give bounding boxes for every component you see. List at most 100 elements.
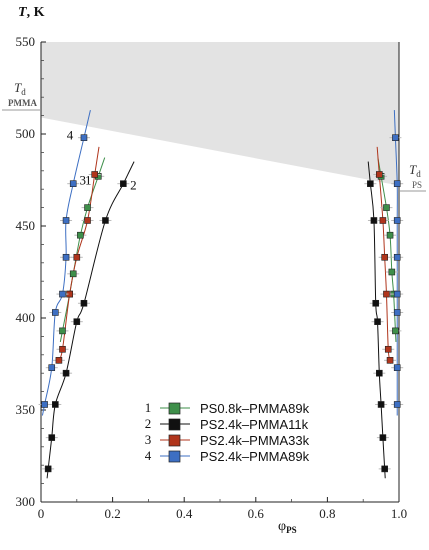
legend-label: PS2.4k–PMMA89k bbox=[200, 449, 310, 464]
series-3-point bbox=[59, 345, 66, 353]
series-2-point bbox=[52, 401, 59, 408]
series-1-point bbox=[392, 327, 399, 335]
legend-marker bbox=[168, 402, 181, 415]
y-tick-label: 350 bbox=[16, 402, 36, 417]
series-2-point bbox=[374, 318, 381, 325]
td-pmma-annotation: Td bbox=[14, 80, 26, 97]
legend-marker bbox=[168, 418, 181, 431]
x-tick-label: 0.2 bbox=[104, 506, 120, 521]
series-2-point bbox=[376, 369, 383, 377]
legend-label: PS2.4k–PMMA11k bbox=[200, 417, 309, 432]
series-4-point bbox=[393, 401, 401, 408]
series-4-point bbox=[393, 290, 401, 298]
series-4-point bbox=[62, 217, 70, 224]
x-tick-label: 0 bbox=[38, 506, 45, 521]
series-1-point bbox=[386, 231, 394, 239]
series-2-point bbox=[370, 217, 378, 224]
series-2-point bbox=[367, 180, 374, 187]
x-axis-subscript: PS bbox=[286, 525, 297, 535]
series-4-right-curve bbox=[393, 110, 398, 416]
series-1-point bbox=[77, 231, 84, 239]
y-tick-label: 500 bbox=[16, 126, 36, 141]
series-2-right-curve bbox=[367, 161, 386, 479]
series-3-point bbox=[73, 253, 81, 261]
series-3-point bbox=[384, 345, 392, 353]
series-4-left-curve bbox=[41, 109, 91, 416]
legend-number: 1 bbox=[145, 400, 152, 415]
series-2-point bbox=[44, 465, 52, 473]
series-3-point bbox=[84, 217, 91, 224]
series-3-point bbox=[376, 171, 383, 178]
legend-number: 3 bbox=[145, 432, 152, 447]
td-pmma-symbol: T bbox=[14, 80, 22, 95]
series-2-point bbox=[80, 299, 88, 307]
series-1-point bbox=[383, 204, 390, 211]
x-tick-label: 0.4 bbox=[176, 506, 193, 521]
series-4-point bbox=[80, 134, 88, 141]
series-4-point bbox=[393, 309, 401, 316]
series-2-left-curve bbox=[46, 161, 135, 479]
legend-marker bbox=[168, 450, 181, 463]
series-3-point bbox=[386, 357, 394, 364]
series-4-point bbox=[52, 309, 59, 316]
series-1-point bbox=[59, 327, 66, 335]
series-3-point bbox=[383, 290, 390, 298]
series-4-point bbox=[69, 180, 77, 187]
series-1-point bbox=[69, 270, 77, 278]
td-ps-sub: d bbox=[416, 169, 421, 179]
series-4-point bbox=[393, 364, 401, 371]
legend-label: PS0.8k–PMMA89k bbox=[200, 401, 310, 416]
series-4-point bbox=[393, 180, 401, 187]
y-axis-title: T, K bbox=[18, 5, 45, 20]
series-4-point bbox=[392, 134, 399, 141]
series-2-point bbox=[62, 369, 70, 377]
series-4-point bbox=[393, 217, 401, 224]
y-tick-label: 400 bbox=[16, 310, 36, 325]
td-pmma-label: PMMA bbox=[8, 98, 37, 108]
legend-number: 2 bbox=[145, 416, 152, 431]
series-4-point bbox=[48, 364, 56, 371]
series-3-point bbox=[381, 253, 388, 261]
legend: 1 PS0.8k–PMMA89k 2 PS2.4k–PMMA11k 3 PS2.4k–PM… bbox=[145, 400, 310, 464]
x-axis-symbol: φ bbox=[278, 519, 286, 534]
x-tick-label: 0.6 bbox=[248, 506, 265, 521]
series-4-curve-number: 4 bbox=[67, 128, 74, 143]
series-3-curve-number: 3 bbox=[79, 172, 86, 187]
series-4-point bbox=[393, 253, 401, 261]
y-axis-unit: , K bbox=[27, 5, 45, 20]
series-4-point bbox=[59, 290, 66, 298]
series-2-point bbox=[120, 180, 127, 187]
td-ps-annotation: Td bbox=[409, 162, 421, 179]
series-3-point bbox=[55, 357, 63, 364]
series-2-point bbox=[377, 401, 385, 408]
legend-marker bbox=[168, 434, 181, 447]
series-3-point bbox=[379, 217, 387, 224]
x-axis-title: φPS bbox=[278, 519, 297, 535]
series-2-point bbox=[381, 465, 388, 473]
series-1-curve-number: 1 bbox=[85, 172, 92, 187]
series-2-point bbox=[48, 434, 56, 441]
td-ps-label: PS bbox=[412, 180, 422, 190]
y-tick-label: 550 bbox=[16, 34, 36, 49]
y-tick-label: 450 bbox=[16, 218, 36, 233]
decomposition-region bbox=[41, 42, 399, 186]
series-4-point bbox=[41, 401, 48, 408]
series-1-point bbox=[84, 204, 91, 211]
legend-label: PS2.4k–PMMA33k bbox=[200, 433, 310, 448]
y-tick-label: 300 bbox=[16, 494, 36, 509]
series-2-point bbox=[372, 299, 380, 307]
legend-number: 4 bbox=[145, 448, 152, 463]
series-1-point bbox=[388, 268, 396, 276]
x-tick-label: 0.8 bbox=[319, 506, 335, 521]
series-4-point bbox=[62, 253, 70, 261]
x-tick-label: 1.0 bbox=[391, 506, 407, 521]
series-2-point bbox=[379, 434, 387, 441]
series-2-curve-number: 2 bbox=[130, 178, 137, 193]
series-3-point bbox=[91, 171, 98, 178]
y-axis-symbol: T bbox=[18, 5, 28, 20]
series-2-point bbox=[102, 217, 109, 224]
series-2-point bbox=[73, 318, 81, 325]
td-ps-symbol: T bbox=[409, 162, 417, 177]
td-pmma-sub: d bbox=[21, 87, 26, 97]
